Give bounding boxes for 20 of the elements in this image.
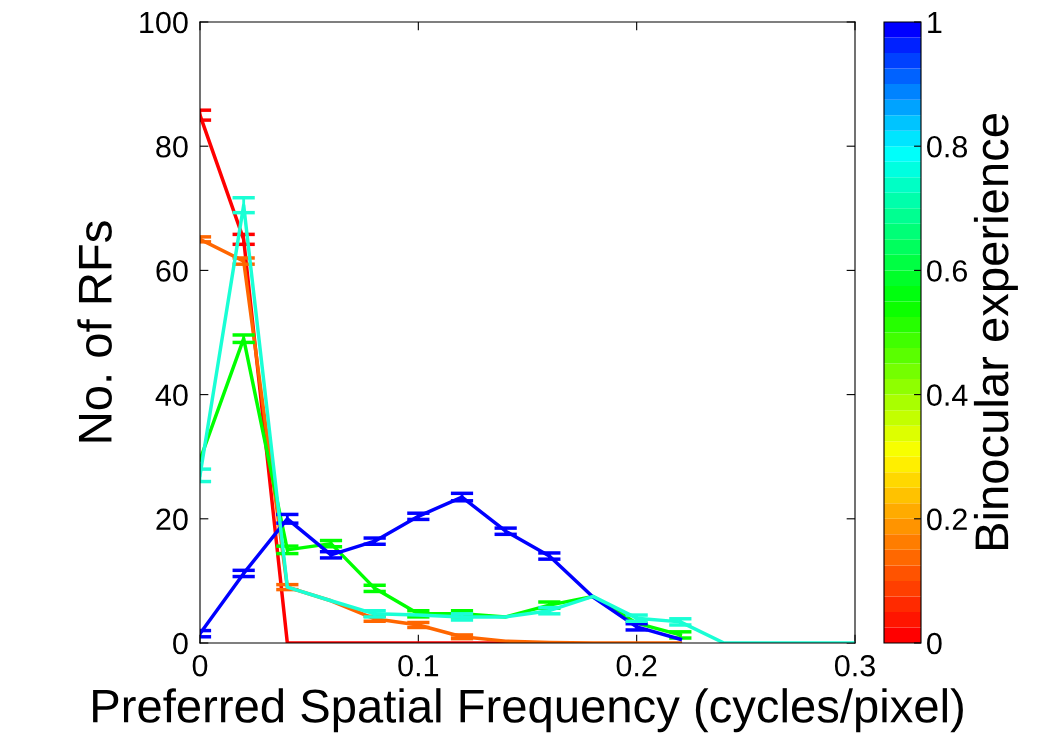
y-tick-label: 60 [156,260,188,282]
x-axis-title: Preferred Spatial Frequency (cycles/pixel) [93,688,963,733]
y-tick-label: 20 [156,508,188,531]
y-tick-label: 100 [140,11,188,34]
y-tick-label: 0 [173,632,188,655]
y-tick-label: 80 [156,135,188,158]
x-tick-label: 0.1 [398,654,439,677]
color-bar-label: 0 [927,632,942,655]
y-axis-title: No. of RFs [77,221,112,442]
color-bar-label: 0.8 [927,135,968,158]
color-bar-label: 0.2 [927,508,967,531]
x-tick-label: 0.2 [616,654,657,677]
x-tick-label: 0 [192,654,208,677]
line-series [200,495,683,642]
y-tick-label: 40 [155,384,188,406]
color-bar-label: 0.6 [927,260,967,282]
color-bar-title: Binocular experience [973,114,1018,550]
color-bar-label: 1 [928,12,942,34]
x-tick-label: 0.3 [834,654,875,677]
color-bar-label: 0.4 [927,384,968,406]
